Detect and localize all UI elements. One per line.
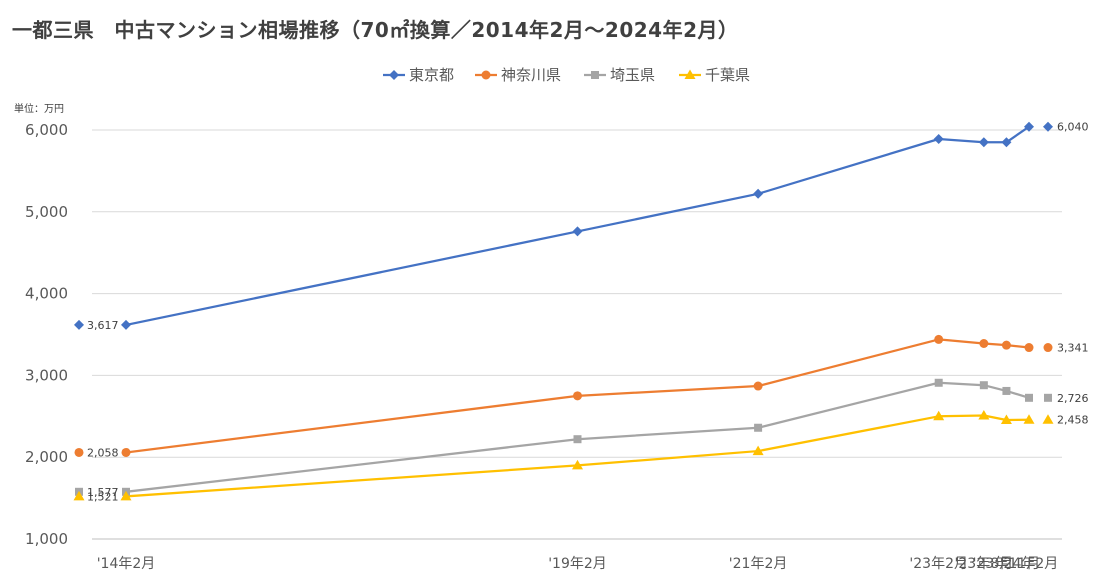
y-tick-label: 4,000	[25, 285, 68, 303]
label-marker	[74, 319, 84, 330]
start-value-label: 1,577	[87, 486, 119, 499]
legend-marker	[389, 70, 399, 80]
series-line	[125, 414, 1030, 498]
x-tick-label: '19年2月	[548, 556, 607, 572]
legend-marker	[591, 71, 599, 79]
legend-entry: 千葉県	[705, 66, 750, 84]
legend-entry: 東京都	[409, 66, 454, 84]
end-value-label: 6,040	[1057, 121, 1089, 134]
y-tick-label: 6,000	[25, 121, 68, 139]
label-marker	[1043, 343, 1053, 353]
legend-entry: 埼玉県	[610, 66, 655, 84]
data-point	[572, 226, 583, 237]
data-point	[752, 445, 764, 456]
data-point	[573, 435, 582, 444]
x-tick-label: '23年8月	[955, 556, 1014, 572]
data-point	[1001, 137, 1012, 148]
data-point	[1025, 393, 1033, 402]
label-marker	[73, 490, 85, 501]
label-marker	[1044, 393, 1052, 402]
label-marker	[74, 447, 84, 457]
legend-marker	[481, 70, 491, 80]
gridlines	[92, 129, 1062, 540]
end-value-label: 3,341	[1057, 342, 1089, 355]
data-point	[753, 381, 763, 391]
data-point	[1024, 121, 1034, 132]
y-axis-unit-label: 単位：万円	[14, 102, 64, 115]
end-value-label: 2,726	[1057, 392, 1089, 405]
y-tick-label: 1,000	[25, 530, 68, 548]
data-point	[979, 381, 988, 390]
data-point	[979, 338, 989, 348]
legend-entry: 神奈川県	[501, 66, 561, 84]
data-point	[120, 490, 132, 501]
data-point	[1000, 414, 1012, 424]
x-axis-ticks: '14年2月 '19年2月 '21年2月 '23年2月'23年8月'23年11月'24…	[97, 556, 1059, 572]
y-tick-label: 2,000	[25, 448, 68, 466]
data-point	[1001, 340, 1011, 350]
end-value-label: 2,458	[1057, 414, 1089, 427]
start-value-label: 1,521	[87, 490, 119, 503]
data-point	[753, 188, 764, 199]
series-markers	[120, 121, 1035, 501]
data-point	[121, 447, 131, 457]
y-tick-label: 3,000	[25, 366, 68, 384]
data-point	[121, 319, 131, 330]
start-value-label: 3,617	[87, 319, 119, 332]
data-point	[933, 133, 944, 144]
data-point	[978, 409, 990, 420]
data-point	[934, 334, 944, 344]
x-tick-label: '24年2月	[1000, 556, 1059, 572]
data-point	[1002, 386, 1011, 395]
data-point	[934, 378, 943, 387]
start-value-label: 2,058	[87, 446, 119, 459]
data-point	[933, 410, 945, 421]
data-point	[1023, 414, 1035, 424]
data-point	[754, 423, 763, 432]
y-tick-label: 5,000	[25, 203, 68, 221]
y-axis-ticks: 1,000 2,000 3,000 4,000 5,000 6,000	[25, 121, 68, 548]
data-point	[1024, 343, 1034, 353]
legend-marker	[684, 69, 696, 79]
label-marker	[1043, 121, 1053, 132]
data-point	[573, 391, 582, 401]
x-tick-label: '14年2月	[97, 556, 156, 572]
chart-title: 一都三県 中古マンション相場推移（70㎡換算／2014年2月～2024年2月）	[12, 18, 739, 42]
data-point	[572, 459, 583, 470]
series-line	[125, 125, 1030, 327]
x-tick-label: '23年11月	[973, 556, 1040, 572]
data-labels: 3,617 6,040 2,058 3,341 1,577 2,726 1,521 2,458	[73, 121, 1089, 503]
x-tick-label: '21年2月	[729, 556, 788, 572]
x-tick-label: '23年2月	[909, 556, 968, 572]
data-point	[978, 137, 989, 148]
label-marker	[1042, 414, 1054, 424]
legend: 東京都 神奈川県 埼玉県 千葉県	[383, 66, 750, 84]
